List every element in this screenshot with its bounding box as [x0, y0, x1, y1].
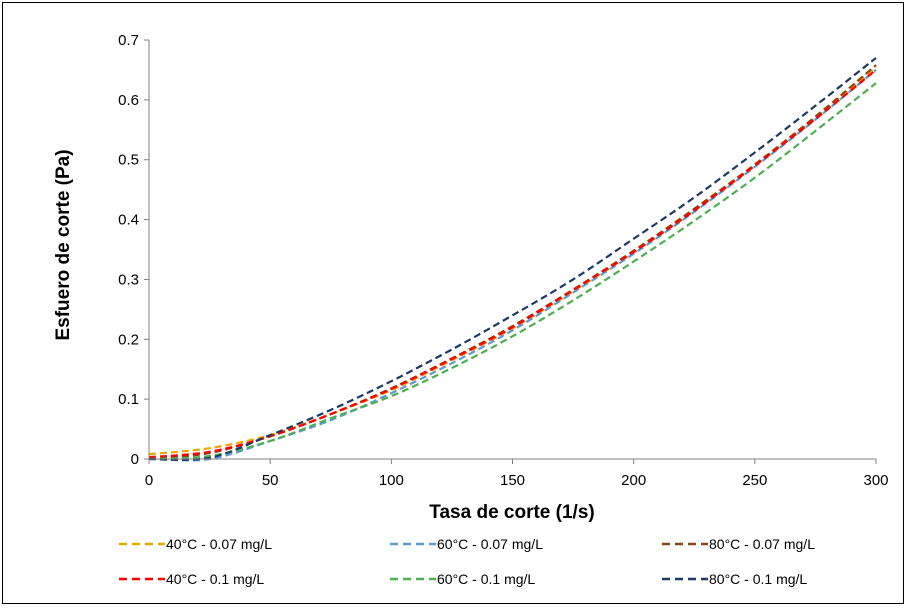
y-tick-label: 0.1	[118, 391, 139, 408]
legend-label: 60°C - 0.1 mg/L	[437, 571, 535, 587]
axes: 0 0.1 0.2 0.3 0.4 0.5 0.6 0.7 0 50 100 150 200 250 300	[118, 32, 888, 489]
x-tick-label: 100	[379, 472, 404, 489]
legend-label: 80°C - 0.1 mg/L	[709, 571, 807, 587]
x-tick-label: 250	[742, 472, 767, 489]
series-line-5	[148, 82, 877, 461]
legend-item: 40°C - 0.07 mg/L	[119, 536, 272, 552]
series-line-4	[148, 69, 877, 459]
x-tick-label: 0	[145, 472, 153, 489]
x-tick-label: 300	[863, 472, 888, 489]
line-chart: 0 0.1 0.2 0.3 0.4 0.5 0.6 0.7 0 50 100 150 200 250 300…	[53, 32, 889, 587]
y-axis-title: Esfuero de corte (Pa)	[53, 149, 74, 340]
legend-label: 40°C - 0.07 mg/L	[166, 536, 272, 552]
legend-label: 60°C - 0.07 mg/L	[437, 536, 543, 552]
y-tick-label: 0.6	[118, 92, 139, 109]
legend-item: 60°C - 0.1 mg/L	[390, 571, 535, 587]
y-tick-label: 0.3	[118, 271, 139, 288]
series-line-2	[148, 69, 877, 462]
plot-area	[148, 57, 877, 462]
legend-label: 40°C - 0.1 mg/L	[166, 571, 264, 587]
y-tick-label: 0.7	[118, 32, 139, 49]
y-tick-label: 0.4	[118, 212, 139, 229]
y-tick-label: 0.2	[118, 331, 139, 348]
legend: 40°C - 0.07 mg/L 60°C - 0.07 mg/L 80°C - 0…	[119, 536, 815, 587]
legend-item: 40°C - 0.1 mg/L	[119, 571, 264, 587]
series-line-1	[148, 66, 877, 456]
x-tick-label: 200	[621, 472, 646, 489]
legend-item: 80°C - 0.07 mg/L	[662, 536, 815, 552]
series-line-6	[148, 57, 877, 461]
legend-item: 80°C - 0.1 mg/L	[662, 571, 807, 587]
y-tick-label: 0	[131, 451, 139, 468]
series-line-3	[148, 64, 877, 461]
x-tick-label: 50	[262, 472, 279, 489]
legend-item: 60°C - 0.07 mg/L	[390, 536, 543, 552]
y-tick-label: 0.5	[118, 152, 139, 169]
legend-label: 80°C - 0.07 mg/L	[709, 536, 815, 552]
x-tick-label: 150	[500, 472, 525, 489]
x-axis-title: Tasa de corte (1/s)	[429, 502, 594, 523]
